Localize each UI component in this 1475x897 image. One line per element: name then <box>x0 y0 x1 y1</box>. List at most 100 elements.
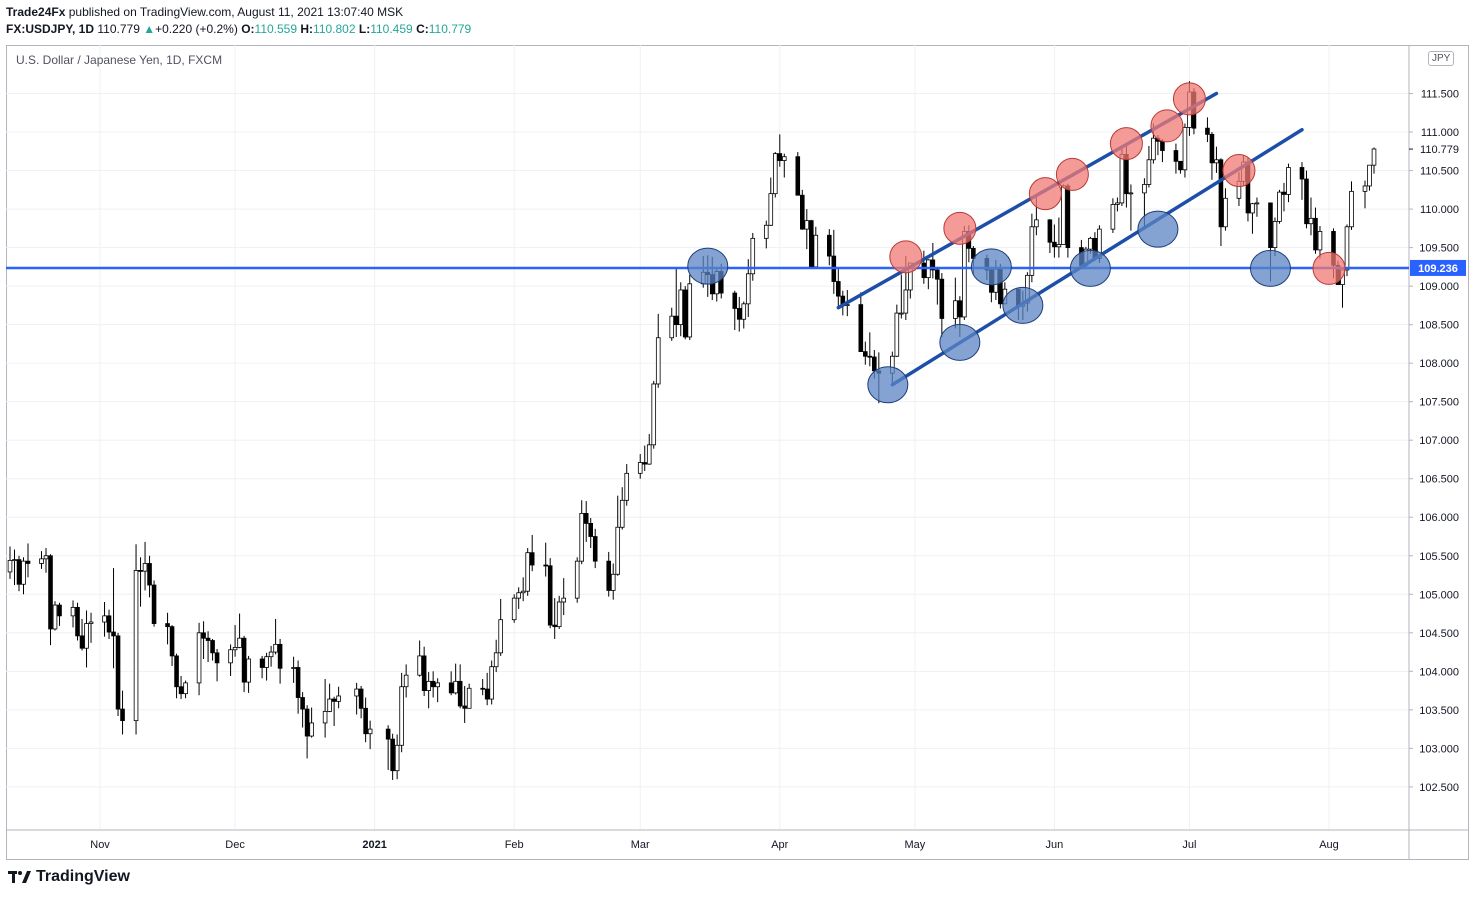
candle-body-up <box>520 590 526 594</box>
candle-body-up <box>1110 204 1116 230</box>
candle <box>804 209 810 250</box>
candle <box>169 625 175 666</box>
candle <box>102 601 107 637</box>
candle <box>489 660 494 705</box>
candle <box>106 609 112 639</box>
candle <box>1250 202 1255 234</box>
candle <box>763 220 769 249</box>
y-tick-label: 109.000 <box>1419 281 1459 293</box>
candle-body-up <box>953 300 958 319</box>
candle-body-up <box>84 623 89 649</box>
candle <box>1367 164 1372 191</box>
candle-body-up <box>525 552 530 592</box>
candle <box>246 655 251 693</box>
close-value: 110.779 <box>428 22 472 36</box>
support-touch-marker <box>1002 286 1044 324</box>
candle-body-up <box>133 570 139 722</box>
x-tick-label: Feb <box>505 839 524 851</box>
candle-body-up <box>610 573 616 591</box>
candle-body-up <box>781 156 787 161</box>
candle <box>21 557 26 595</box>
candle-body-down <box>75 606 80 637</box>
candle-body-up <box>646 444 652 465</box>
candle-body-down <box>1178 160 1183 171</box>
candle <box>1209 132 1215 180</box>
candle-body-up <box>651 383 657 446</box>
candle <box>268 645 274 667</box>
y-tick-label: 106.000 <box>1419 512 1459 524</box>
candle <box>309 707 314 738</box>
candle-body-up <box>232 647 238 651</box>
candle <box>1178 160 1183 174</box>
candle <box>813 226 819 268</box>
candle <box>637 454 643 479</box>
candle <box>147 555 152 598</box>
candle-body-up <box>579 512 585 562</box>
candle-body-up <box>1371 148 1377 166</box>
candle-body-up <box>453 680 458 694</box>
resistance-touch-marker <box>1172 82 1206 116</box>
x-tick-label: Aug <box>1319 839 1339 851</box>
candle <box>435 678 440 703</box>
candle <box>543 542 548 577</box>
candle-body-down <box>120 708 125 722</box>
open-value: 110.559 <box>254 22 298 36</box>
y-tick-label: 105.500 <box>1419 551 1459 563</box>
candle-body-up <box>12 559 17 562</box>
candle <box>1029 213 1035 283</box>
candle-body-down <box>358 688 364 709</box>
candle <box>673 267 679 337</box>
candle <box>39 551 44 569</box>
resistance-touch-marker <box>1109 127 1143 161</box>
candle-body-up <box>228 649 233 664</box>
y-tick-label: 107.500 <box>1419 397 1459 409</box>
symbol-label[interactable]: FX:USDJPY, 1D <box>6 22 95 36</box>
candle-body-up <box>1277 191 1282 222</box>
y-tick-label: 109.500 <box>1419 243 1459 255</box>
support-touch-marker <box>1137 210 1179 248</box>
candle-body-down <box>858 304 864 353</box>
candle <box>205 631 211 663</box>
candle <box>142 541 148 591</box>
candle-body-down <box>147 563 152 586</box>
candle-body-up <box>574 560 580 599</box>
candle <box>7 546 13 579</box>
candle <box>781 153 787 178</box>
candle <box>646 434 652 465</box>
candle-body-up <box>291 667 296 669</box>
candle-body-up <box>435 682 440 688</box>
candle-body-up <box>1061 185 1066 245</box>
instrument-title: U.S. Dollar / Japanese Yen, 1D, FXCM <box>16 53 223 67</box>
candle <box>70 600 76 628</box>
candle <box>1065 183 1071 258</box>
resistance-touch-marker <box>1055 157 1089 191</box>
candle <box>547 558 553 629</box>
y-tick-label: 108.500 <box>1419 320 1459 332</box>
candle <box>894 304 900 357</box>
candle-body-down <box>1218 159 1224 228</box>
candle-body-up <box>1182 127 1188 171</box>
candle <box>1128 184 1134 231</box>
candle <box>935 266 940 305</box>
candle <box>421 646 427 696</box>
candle <box>448 671 454 696</box>
candle-body-down <box>214 652 220 664</box>
y-tick-label: 102.500 <box>1419 782 1459 794</box>
currency-badge[interactable]: JPY <box>1428 51 1455 66</box>
candle-body-up <box>489 666 494 700</box>
candle <box>579 500 585 565</box>
candle-body-down <box>642 462 648 465</box>
candle <box>930 242 936 279</box>
price-chart[interactable]: 102.500 103.000 103.500 104.000 104.500 105.0… <box>6 45 1469 860</box>
candle <box>899 274 904 319</box>
tradingview-footer[interactable]: TradingView <box>8 868 130 886</box>
candle <box>687 274 693 341</box>
candle-body-down <box>543 564 548 567</box>
candle-body-down <box>331 698 337 702</box>
candle-body-down <box>25 560 31 564</box>
candle <box>12 549 17 586</box>
author-name[interactable]: Trade24Fx <box>6 5 66 19</box>
candle <box>403 664 409 698</box>
candle <box>25 543 31 578</box>
last-price-label: 110.779 <box>1420 144 1459 156</box>
